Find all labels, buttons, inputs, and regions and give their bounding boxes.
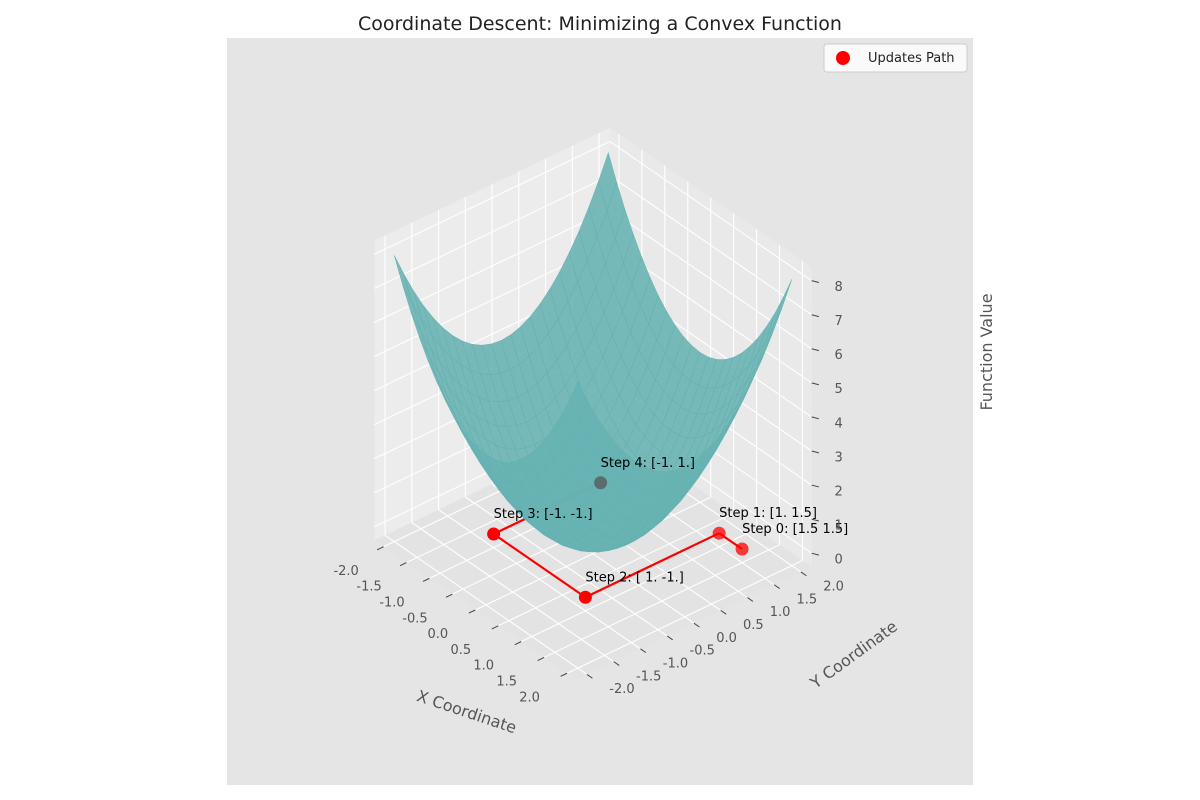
y-tick-label: -2.0 <box>609 682 634 697</box>
x-tick-label: 0.0 <box>428 627 449 642</box>
y-tick-mark <box>613 661 620 666</box>
z-tick-label: 4 <box>834 416 842 431</box>
y-tick-label: -1.0 <box>663 656 688 671</box>
y-tick-mark <box>800 571 807 577</box>
y-tick-label: 2.0 <box>823 580 844 595</box>
x-tick-label: 1.5 <box>496 675 517 690</box>
grid-line <box>384 534 588 675</box>
path-point <box>594 476 608 490</box>
legend-box <box>823 43 968 73</box>
z-tick-mark <box>811 280 820 284</box>
grid-line <box>609 175 812 316</box>
x-tick-mark <box>514 641 522 646</box>
x-tick-label: -1.0 <box>379 595 404 610</box>
surface-patch <box>569 381 588 420</box>
legend-label: Updates Path <box>868 51 955 66</box>
z-tick-label: 5 <box>834 382 842 397</box>
x-tick-label: 2.0 <box>519 690 540 705</box>
z-tick-label: 1 <box>834 518 842 533</box>
path-segment <box>493 533 586 599</box>
z-tick-label: 3 <box>834 450 842 465</box>
grid-line <box>374 140 611 255</box>
y-tick-mark <box>773 584 780 589</box>
x-tick-label: 0.5 <box>450 643 471 658</box>
z-tick-mark <box>811 518 820 522</box>
y-tick-label: 1.0 <box>770 605 791 620</box>
x-tick-mark <box>376 546 384 551</box>
y-tick-label: 1.5 <box>797 592 818 607</box>
z-tick-label: 7 <box>834 314 842 329</box>
grid-line <box>411 522 614 663</box>
legend: Updates Path <box>823 43 968 73</box>
path-point <box>578 590 592 604</box>
path-points <box>487 476 749 604</box>
step-label: Step 4: [-1. 1.] <box>601 456 695 471</box>
z-tick-mark <box>811 382 820 386</box>
path-point <box>712 526 726 540</box>
y-tick-label: -1.5 <box>636 669 661 684</box>
z-axis-label: Function Value <box>977 293 996 410</box>
step-label: Step 2: [ 1. -1.] <box>585 570 683 585</box>
y-tick-label: 0.0 <box>716 631 737 646</box>
z-tick-label: 2 <box>834 484 842 499</box>
y-tick-mark <box>747 597 754 602</box>
step-annotations: Step 0: [1.5 1.5]Step 1: [1. 1.5] Step 2:… <box>494 456 849 586</box>
step-label: Step 0: [1.5 1.5] <box>742 522 848 537</box>
legend-marker <box>836 51 850 65</box>
z-tick-label: 8 <box>834 280 842 295</box>
axis-ticks: -2.0-1.5-1.0-0.50.00.51.01.52.0-2.0-1.5-… <box>333 280 844 705</box>
y-tick-mark <box>586 674 593 679</box>
grid-line <box>374 175 611 289</box>
step-label: Step 1: [1. 1.5] <box>719 506 817 521</box>
x-tick-mark <box>491 625 499 630</box>
x-tick-label: -0.5 <box>402 611 427 626</box>
grid-line <box>438 509 641 650</box>
x-tick-label: 1.0 <box>473 659 494 674</box>
y-tick-label: 0.5 <box>743 618 764 633</box>
z-tick-mark <box>811 450 820 454</box>
y-tick-mark <box>693 622 700 628</box>
grid-line <box>609 209 812 350</box>
surface <box>394 151 793 553</box>
x-tick-mark <box>399 562 407 567</box>
x-tick-mark <box>560 672 568 677</box>
y-tick-mark <box>720 609 727 615</box>
grid-line <box>609 141 812 282</box>
y-tick-mark <box>666 635 673 641</box>
y-tick-mark <box>640 648 647 654</box>
x-tick-mark <box>537 656 545 661</box>
z-tick-label: 0 <box>834 553 842 568</box>
y-tick-label: -0.5 <box>690 644 715 659</box>
chart-title: Coordinate Descent: Minimizing a Convex … <box>358 13 842 35</box>
step-label: Step 3: [-1. -1.] <box>494 507 593 522</box>
x-tick-mark <box>445 593 453 598</box>
x-tick-label: -1.5 <box>356 580 381 595</box>
path-point <box>487 527 501 541</box>
z-tick-mark <box>811 484 820 488</box>
path-segment <box>584 532 720 599</box>
z-tick-mark <box>811 552 820 556</box>
x-tick-mark <box>422 577 430 582</box>
x-tick-label: -2.0 <box>333 564 358 579</box>
z-tick-mark <box>811 314 820 318</box>
z-tick-mark <box>811 416 820 420</box>
grid-line <box>465 496 668 637</box>
z-tick-mark <box>811 348 820 352</box>
x-tick-mark <box>468 609 476 614</box>
z-tick-label: 6 <box>834 348 842 363</box>
path-point <box>735 542 749 556</box>
